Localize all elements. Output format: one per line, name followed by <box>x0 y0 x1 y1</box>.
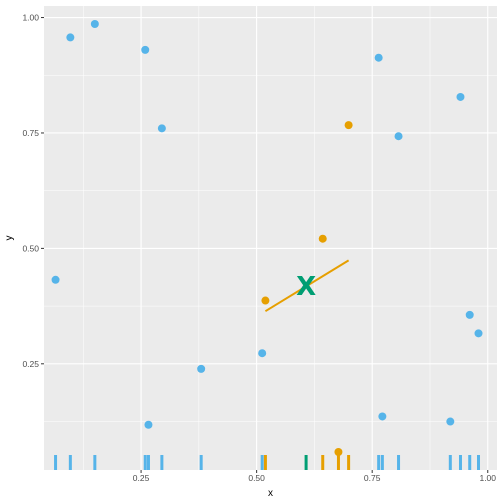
x-tick-label: 0.25 <box>133 473 150 483</box>
y-tick-label: 0.50 <box>22 243 39 253</box>
data-points <box>51 20 483 456</box>
data-point <box>90 20 99 29</box>
data-point <box>456 92 465 101</box>
y-tick-label: 0.75 <box>22 128 39 138</box>
data-point <box>318 234 327 243</box>
data-point <box>157 124 166 133</box>
y-tick-label: 1.00 <box>22 13 39 23</box>
x-axis-ticks: 0.25 0.50 0.75 1.00 <box>133 470 496 483</box>
x-axis-title: x <box>268 488 273 499</box>
x-tick-label: 1.00 <box>479 473 496 483</box>
y-tick-label: 0.25 <box>22 359 39 369</box>
data-point <box>261 296 270 305</box>
data-point <box>378 412 387 421</box>
data-point <box>394 132 403 141</box>
data-point <box>334 447 343 456</box>
data-point <box>344 121 353 130</box>
data-point <box>374 53 383 62</box>
y-axis-title: y <box>4 236 15 241</box>
trend-segment <box>264 259 350 313</box>
data-point <box>66 33 75 42</box>
data-point <box>197 364 206 373</box>
annotations: X <box>264 259 350 313</box>
minor-gridlines <box>44 6 497 470</box>
data-point <box>446 417 455 426</box>
x-tick-label: 0.75 <box>364 473 381 483</box>
plot-panel <box>44 6 497 470</box>
rug-marks <box>54 455 481 470</box>
data-point <box>141 45 150 54</box>
y-axis-ticks: 0.25 0.50 0.75 1.00 <box>22 13 44 369</box>
data-point <box>465 310 474 319</box>
data-point <box>51 275 60 284</box>
major-gridlines <box>44 6 497 470</box>
centroid-marker: X <box>296 272 316 302</box>
data-point <box>258 349 267 358</box>
data-point <box>474 329 483 338</box>
x-tick-label: 0.50 <box>248 473 265 483</box>
data-point <box>144 420 153 429</box>
